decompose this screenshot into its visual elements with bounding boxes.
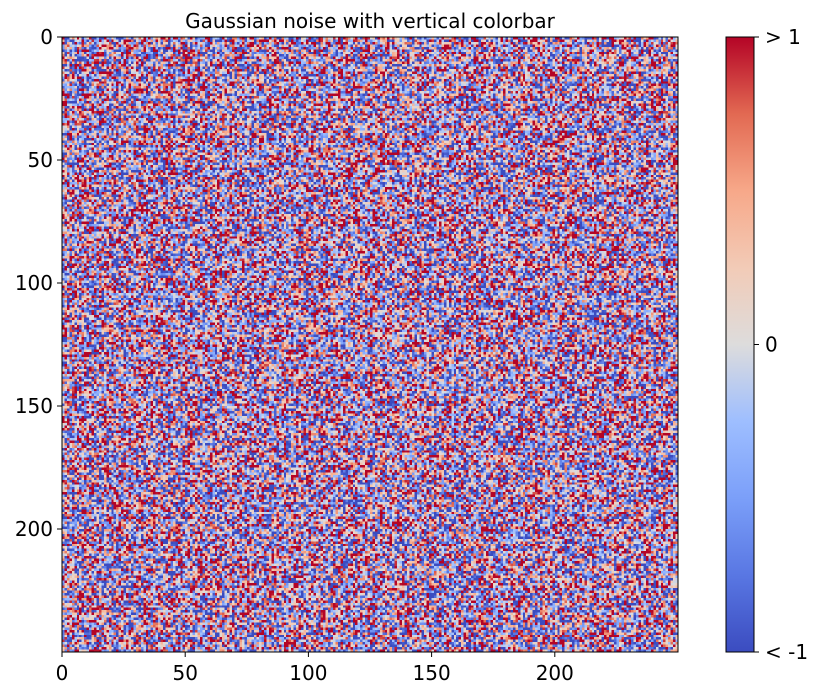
colorbar-tick-label: < -1 — [765, 640, 808, 664]
chart-title: Gaussian noise with vertical colorbar — [185, 9, 556, 33]
y-tick-label: 50 — [28, 148, 53, 172]
x-tick-label: 100 — [289, 661, 327, 685]
x-tick-label: 0 — [56, 661, 69, 685]
x-tick-label: 150 — [413, 661, 451, 685]
y-tick-label: 0 — [40, 25, 53, 49]
heatmap-cells — [62, 37, 678, 652]
colorbar: < -1 0 > 1 — [725, 25, 808, 664]
colorbar-tick-label: 0 — [765, 333, 778, 357]
y-tick-label: 150 — [15, 394, 53, 418]
colorbar-tick-label: > 1 — [765, 25, 801, 49]
y-tick-label: 100 — [15, 271, 53, 295]
plot-frame — [61, 36, 679, 653]
x-axis: 0 50 100 150 200 — [56, 652, 574, 685]
y-axis: 0 50 100 150 200 — [15, 25, 62, 541]
x-tick-label: 50 — [172, 661, 197, 685]
colorbar-ticks: < -1 0 > 1 — [754, 25, 808, 664]
y-tick-label: 200 — [15, 517, 53, 541]
plot-area — [61, 36, 679, 653]
x-tick-label: 200 — [536, 661, 574, 685]
colorbar-gradient — [725, 36, 755, 653]
